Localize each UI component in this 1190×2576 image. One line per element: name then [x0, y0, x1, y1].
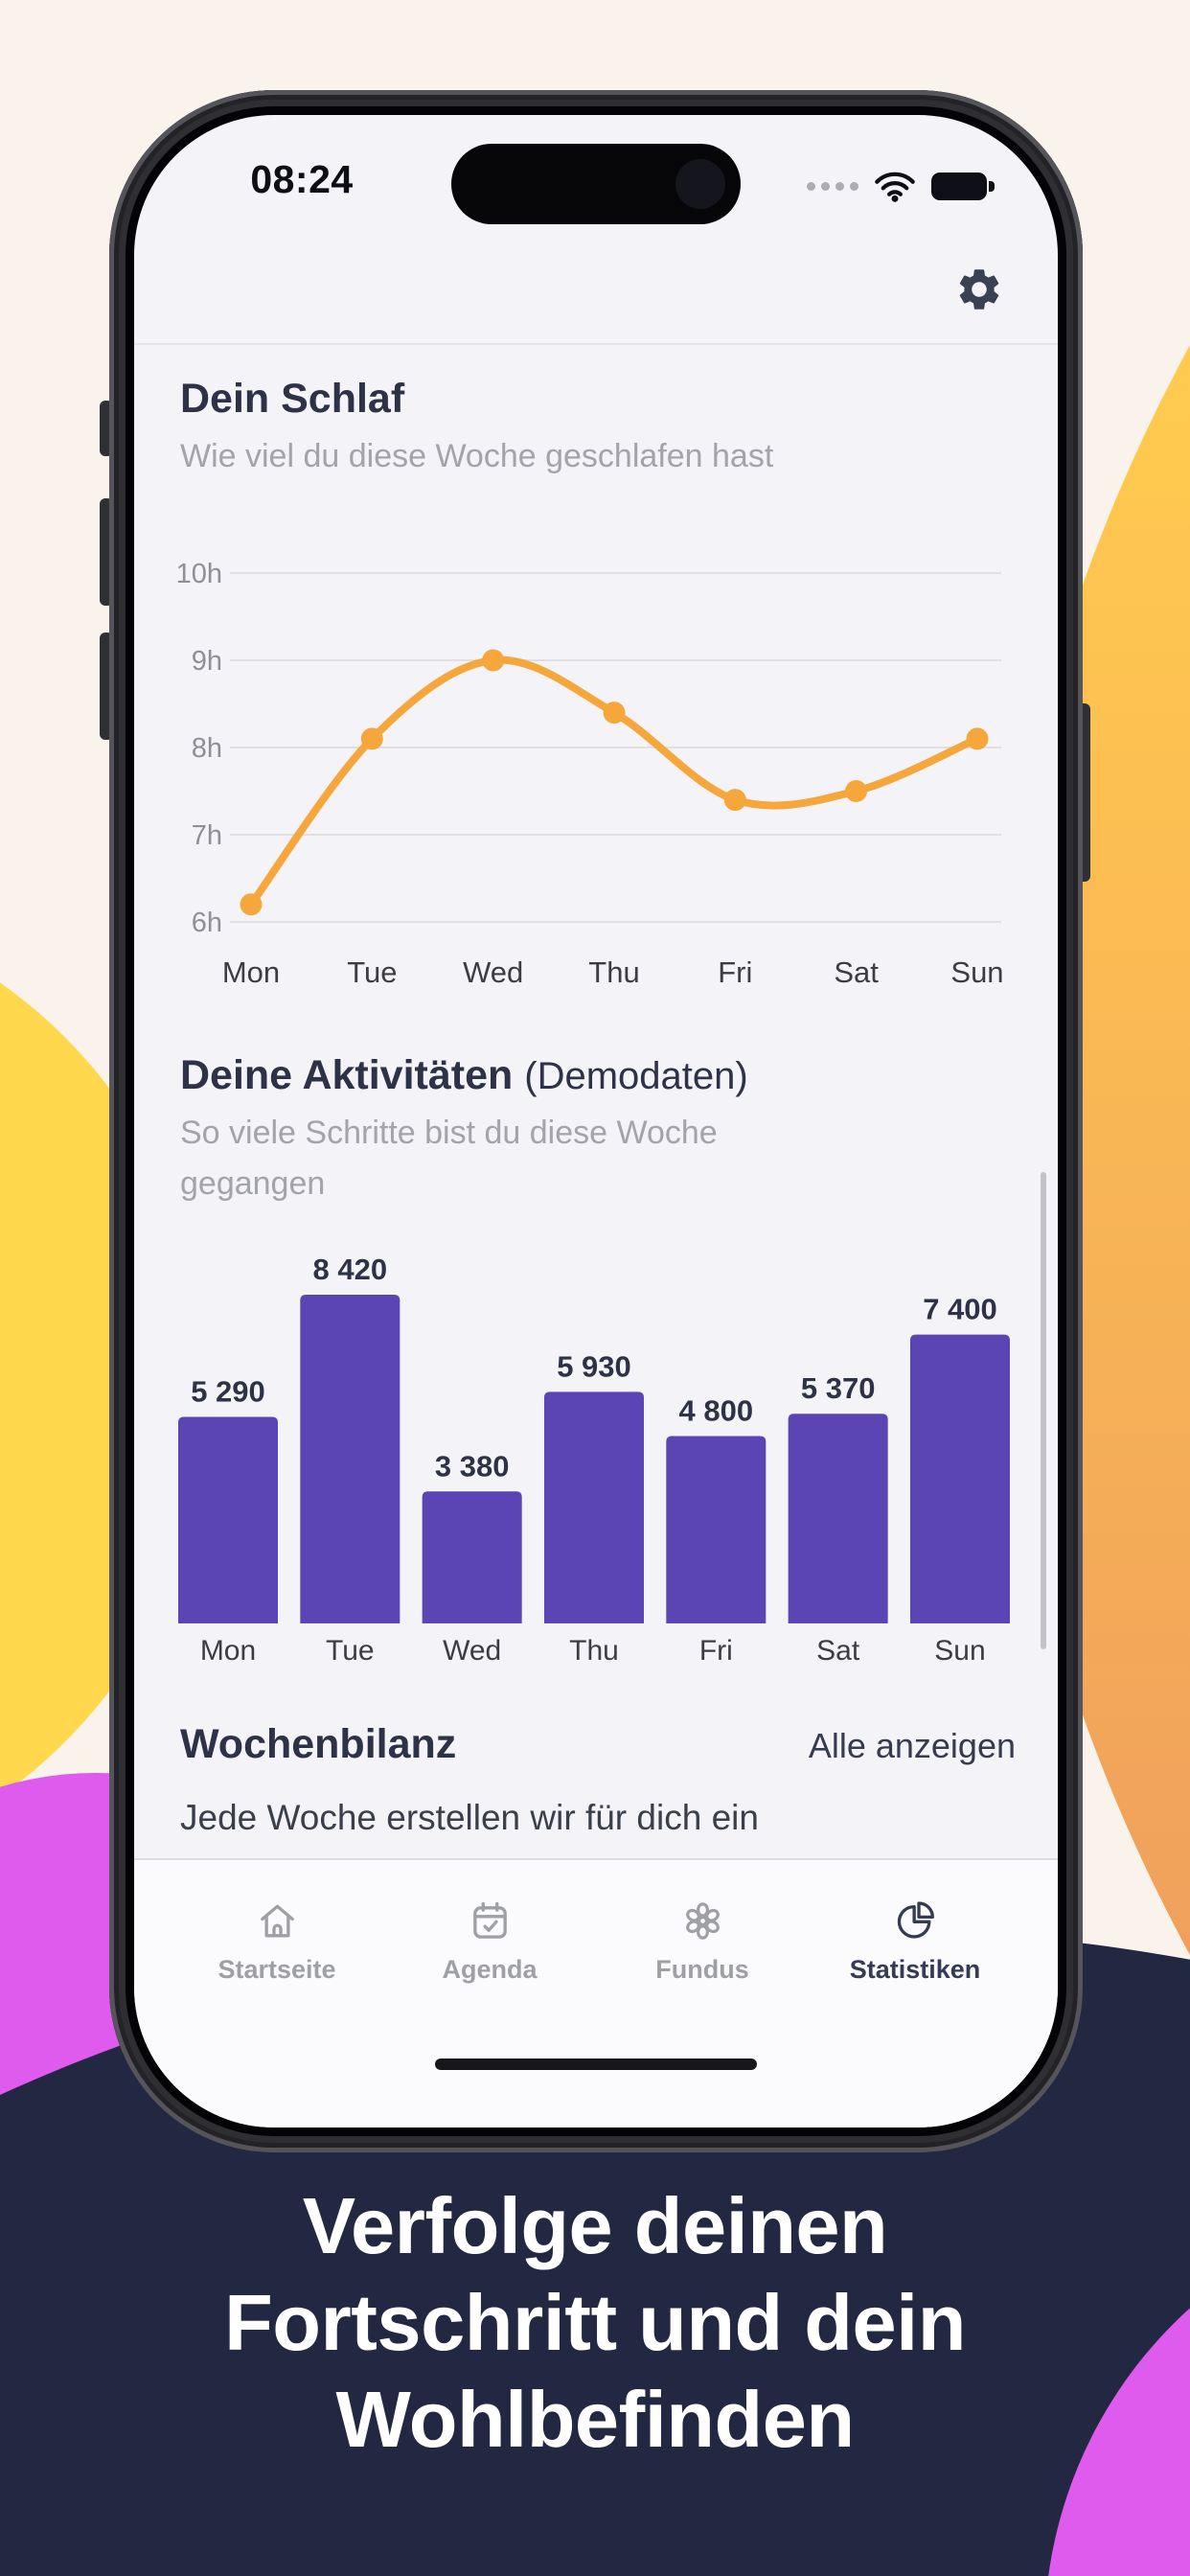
activity-bar — [543, 1392, 644, 1623]
tab-label: Fundus — [655, 1955, 749, 1984]
svg-text:7h: 7h — [192, 820, 222, 851]
activity-title-main: Deine Aktivitäten — [180, 1052, 514, 1098]
svg-text:Fri: Fri — [718, 955, 752, 989]
sleep-section-title: Dein Schlaf — [180, 376, 405, 422]
tab-bar: Startseite Agenda — [134, 1858, 1058, 2128]
svg-text:9h: 9h — [192, 646, 222, 677]
svg-text:3 380: 3 380 — [435, 1449, 510, 1483]
status-icons — [807, 171, 995, 202]
see-all-link[interactable]: Alle anzeigen — [808, 1726, 1016, 1765]
svg-text:7 400: 7 400 — [923, 1293, 997, 1326]
flower-icon — [685, 1902, 720, 1940]
activity-bar — [178, 1416, 278, 1623]
weekly-section-body: Jede Woche erstellen wir für dich ein — [180, 1798, 759, 1837]
weekly-section-title: Wochenbilanz — [180, 1721, 457, 1767]
front-camera — [675, 159, 725, 209]
pie-chart-icon — [897, 1901, 934, 1939]
activity-bar — [422, 1491, 522, 1623]
svg-text:Thu: Thu — [569, 1635, 619, 1667]
cellular-dots-icon — [807, 182, 858, 191]
settings-button[interactable] — [954, 264, 1004, 314]
activity-section-title: Deine Aktivitäten (Demodaten) — [180, 1052, 748, 1099]
tab-label: Statistiken — [849, 1955, 981, 1984]
activity-bar — [909, 1334, 1010, 1623]
tab-label: Agenda — [442, 1955, 538, 1984]
scroll-indicator[interactable] — [1041, 1172, 1046, 1649]
svg-text:Tue: Tue — [347, 955, 397, 989]
activity-chart: 5 290 Mon 8 420 Tue 3 380 Wed 5 930 Thu 4 800 Fri… — [178, 1253, 1010, 1667]
tab-statistiken[interactable]: Statistiken — [809, 1860, 1021, 2128]
tab-agenda[interactable]: Agenda — [383, 1860, 596, 2128]
activity-title-suffix: (Demodaten) — [524, 1055, 748, 1097]
wifi-icon — [875, 172, 915, 202]
battery-icon — [931, 172, 995, 200]
gear-icon — [959, 269, 999, 310]
phone-screen: 08:24 Dein Schlaf Wi — [134, 115, 1058, 2128]
svg-text:6h: 6h — [192, 908, 222, 938]
home-indicator[interactable] — [435, 2058, 757, 2070]
svg-text:Sun: Sun — [950, 955, 1003, 989]
header-divider — [134, 343, 1058, 345]
tab-fundus[interactable]: Fundus — [596, 1860, 809, 2128]
svg-text:Mon: Mon — [222, 955, 280, 989]
svg-text:10h: 10h — [176, 559, 222, 589]
svg-text:Tue: Tue — [326, 1635, 375, 1667]
marketing-caption: Verfolge deinen Fortschritt und dein Woh… — [0, 2177, 1190, 2468]
svg-text:5 370: 5 370 — [801, 1371, 876, 1405]
phone-frame: 08:24 Dein Schlaf Wi — [109, 90, 1083, 2152]
caption-line: Fortschritt und dein — [224, 2278, 966, 2367]
sleep-section-subtitle: Wie viel du diese Woche geschlafen hast — [180, 438, 774, 474]
svg-text:5 290: 5 290 — [191, 1375, 265, 1409]
caption-line: Wohlbefinden — [335, 2375, 855, 2464]
svg-text:Sat: Sat — [816, 1635, 860, 1667]
status-time: 08:24 — [250, 157, 354, 201]
svg-text:8 420: 8 420 — [313, 1253, 388, 1286]
calendar-check-icon — [472, 1901, 507, 1939]
dynamic-island — [451, 144, 741, 224]
tab-label: Startseite — [217, 1955, 336, 1984]
activity-section-subtitle: So viele Schritte bist du diese Woche ge… — [180, 1115, 718, 1202]
tab-startseite[interactable]: Startseite — [171, 1860, 383, 2128]
svg-text:Sat: Sat — [834, 955, 879, 989]
activity-bar — [788, 1414, 888, 1623]
svg-text:Mon: Mon — [200, 1635, 256, 1667]
activity-bar — [666, 1436, 767, 1623]
caption-line: Verfolge deinen — [302, 2181, 888, 2270]
activity-bar — [300, 1295, 400, 1623]
svg-text:Wed: Wed — [443, 1635, 501, 1667]
home-icon — [260, 1904, 294, 1938]
svg-text:Wed: Wed — [463, 955, 523, 989]
svg-text:Sun: Sun — [934, 1635, 985, 1667]
svg-text:8h: 8h — [192, 733, 222, 764]
svg-text:Fri: Fri — [699, 1635, 733, 1667]
svg-text:Thu: Thu — [588, 955, 639, 989]
svg-text:4 800: 4 800 — [679, 1394, 754, 1428]
svg-text:5 930: 5 930 — [557, 1349, 631, 1383]
